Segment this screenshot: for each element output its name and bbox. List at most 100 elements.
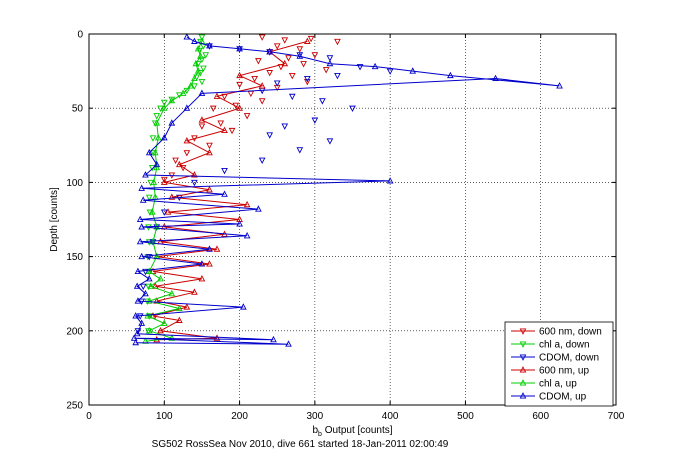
x-tick-label: 500 <box>457 411 474 422</box>
data-point <box>187 82 194 89</box>
data-point <box>285 55 292 62</box>
x-tick-label: 0 <box>86 411 92 422</box>
data-point <box>236 45 243 52</box>
data-point <box>386 68 394 75</box>
data-point <box>138 319 146 326</box>
legend-item: chl a, down <box>511 340 590 351</box>
data-point <box>138 184 146 191</box>
axis-ticks: 0 100 200 300 400 500 600 700 0 50 100 150 200 250 <box>66 30 624 423</box>
data-point <box>281 59 289 67</box>
data-point <box>160 178 168 185</box>
legend-swatch-marker <box>519 354 527 361</box>
data-point <box>556 82 563 89</box>
x-tick-label: 100 <box>156 411 173 422</box>
y-axis-label: Depth [counts] <box>49 187 60 252</box>
figure-caption: SG502 RossSea Nov 2010, dive 661 started… <box>152 439 449 450</box>
data-point <box>281 37 289 44</box>
series-5 <box>130 33 563 347</box>
data-point <box>147 282 155 289</box>
data-point <box>266 70 274 77</box>
data-point <box>213 92 221 99</box>
data-point <box>172 157 179 164</box>
data-point <box>197 52 204 59</box>
data-point <box>154 134 162 141</box>
data-point <box>409 67 417 74</box>
data-point <box>326 55 334 62</box>
data-point <box>311 52 319 59</box>
data-point <box>145 326 153 334</box>
data-point <box>281 123 289 130</box>
data-point <box>209 105 217 113</box>
data-point <box>179 89 187 96</box>
legend-label: chl a, down <box>539 340 590 351</box>
legend-label: chl a, up <box>539 379 577 390</box>
x-tick-label: 600 <box>532 411 549 422</box>
data-point <box>213 334 221 341</box>
data-point <box>132 338 140 346</box>
data-point <box>183 33 191 40</box>
x-tick-label: 300 <box>307 411 324 422</box>
data-point <box>191 179 198 187</box>
legend-item: 600 nm, up <box>511 366 589 377</box>
y-tick-label: 50 <box>72 104 84 115</box>
legend-item: CDOM, up <box>511 392 587 403</box>
data-point <box>157 105 164 113</box>
legend-box <box>504 321 614 407</box>
data-point <box>258 82 266 89</box>
data-point <box>326 59 334 67</box>
data-point <box>288 93 296 101</box>
data-point <box>168 96 176 104</box>
y-tick-label: 150 <box>66 252 83 263</box>
data-point <box>206 185 213 193</box>
data-point <box>191 288 198 295</box>
data-point <box>142 268 149 276</box>
data-point <box>183 137 191 144</box>
data-point <box>175 160 183 168</box>
data-point <box>145 297 153 304</box>
data-point <box>136 237 144 245</box>
data-point <box>311 117 319 124</box>
data-point <box>296 147 304 154</box>
y-tick-label: 200 <box>66 326 83 337</box>
legend-swatch-marker <box>519 379 527 386</box>
data-point <box>145 283 152 291</box>
data-point <box>273 80 281 87</box>
data-point <box>492 74 499 82</box>
data-point <box>145 194 153 202</box>
data-point <box>206 260 213 267</box>
legend-label: CDOM, down <box>539 353 599 364</box>
data-point <box>139 196 147 203</box>
data-point <box>296 46 304 53</box>
data-point <box>228 127 236 135</box>
y-tick-label: 100 <box>66 178 83 189</box>
data-point <box>160 209 168 216</box>
data-point <box>221 167 228 175</box>
data-point <box>236 104 243 111</box>
data-point <box>145 148 153 156</box>
data-point <box>194 45 202 52</box>
data-point <box>153 160 161 168</box>
data-point <box>319 98 326 105</box>
data-point <box>148 208 156 215</box>
data-point <box>191 83 198 90</box>
data-point <box>151 148 159 156</box>
series-line <box>134 36 560 345</box>
data-point <box>136 215 144 223</box>
x-tick-label: 200 <box>231 411 248 422</box>
data-point <box>153 163 161 171</box>
y-tick-label: 0 <box>77 30 83 41</box>
data-point <box>191 74 198 82</box>
data-point <box>266 47 274 55</box>
data-point <box>145 267 153 274</box>
data-point <box>142 289 149 297</box>
data-point <box>285 340 292 347</box>
data-point <box>303 75 311 83</box>
x-tick-label: 700 <box>608 411 625 422</box>
data-point <box>194 61 202 68</box>
data-point <box>206 42 213 49</box>
data-point <box>198 34 206 41</box>
data-point <box>303 37 311 44</box>
data-point <box>303 78 311 86</box>
data-point <box>334 38 341 46</box>
data-point <box>243 231 251 239</box>
